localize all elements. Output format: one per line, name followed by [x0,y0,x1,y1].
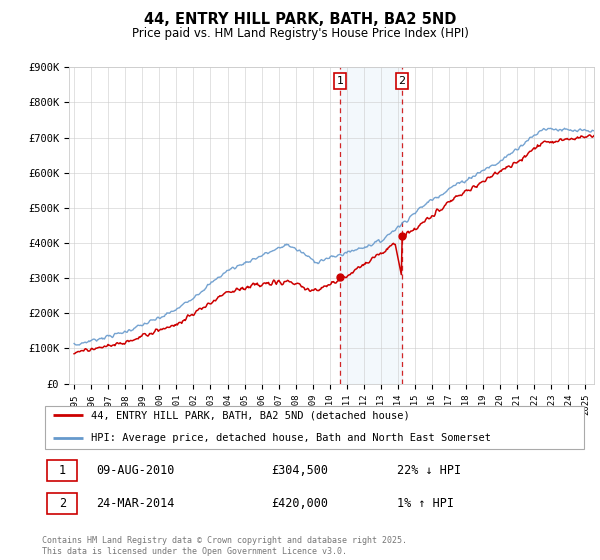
Text: 44, ENTRY HILL PARK, BATH, BA2 5ND: 44, ENTRY HILL PARK, BATH, BA2 5ND [144,12,456,27]
Text: 1: 1 [337,76,344,86]
Text: 2: 2 [59,497,66,510]
Text: 44, ENTRY HILL PARK, BATH, BA2 5ND (detached house): 44, ENTRY HILL PARK, BATH, BA2 5ND (deta… [91,410,410,420]
Text: 22% ↓ HPI: 22% ↓ HPI [397,464,461,477]
Text: 24-MAR-2014: 24-MAR-2014 [97,497,175,510]
Text: 2: 2 [398,76,406,86]
Bar [340,67,402,384]
Text: 09-AUG-2010: 09-AUG-2010 [97,464,175,477]
Text: £420,000: £420,000 [271,497,328,510]
Text: 1: 1 [59,464,66,477]
Text: Contains HM Land Registry data © Crown copyright and database right 2025.
This d: Contains HM Land Registry data © Crown c… [42,536,407,556]
FancyBboxPatch shape [47,460,77,481]
Text: 1% ↑ HPI: 1% ↑ HPI [397,497,454,510]
FancyBboxPatch shape [47,493,77,514]
Text: £304,500: £304,500 [271,464,328,477]
Text: Price paid vs. HM Land Registry's House Price Index (HPI): Price paid vs. HM Land Registry's House … [131,27,469,40]
FancyBboxPatch shape [45,405,584,449]
Text: HPI: Average price, detached house, Bath and North East Somerset: HPI: Average price, detached house, Bath… [91,433,491,443]
